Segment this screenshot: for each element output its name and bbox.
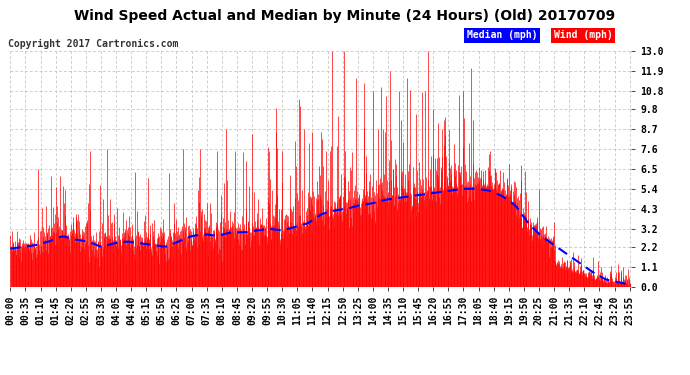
Text: Wind Speed Actual and Median by Minute (24 Hours) (Old) 20170709: Wind Speed Actual and Median by Minute (… bbox=[75, 9, 615, 23]
Text: Copyright 2017 Cartronics.com: Copyright 2017 Cartronics.com bbox=[8, 39, 179, 50]
Text: Median (mph): Median (mph) bbox=[466, 30, 538, 40]
Text: Wind (mph): Wind (mph) bbox=[553, 30, 613, 40]
